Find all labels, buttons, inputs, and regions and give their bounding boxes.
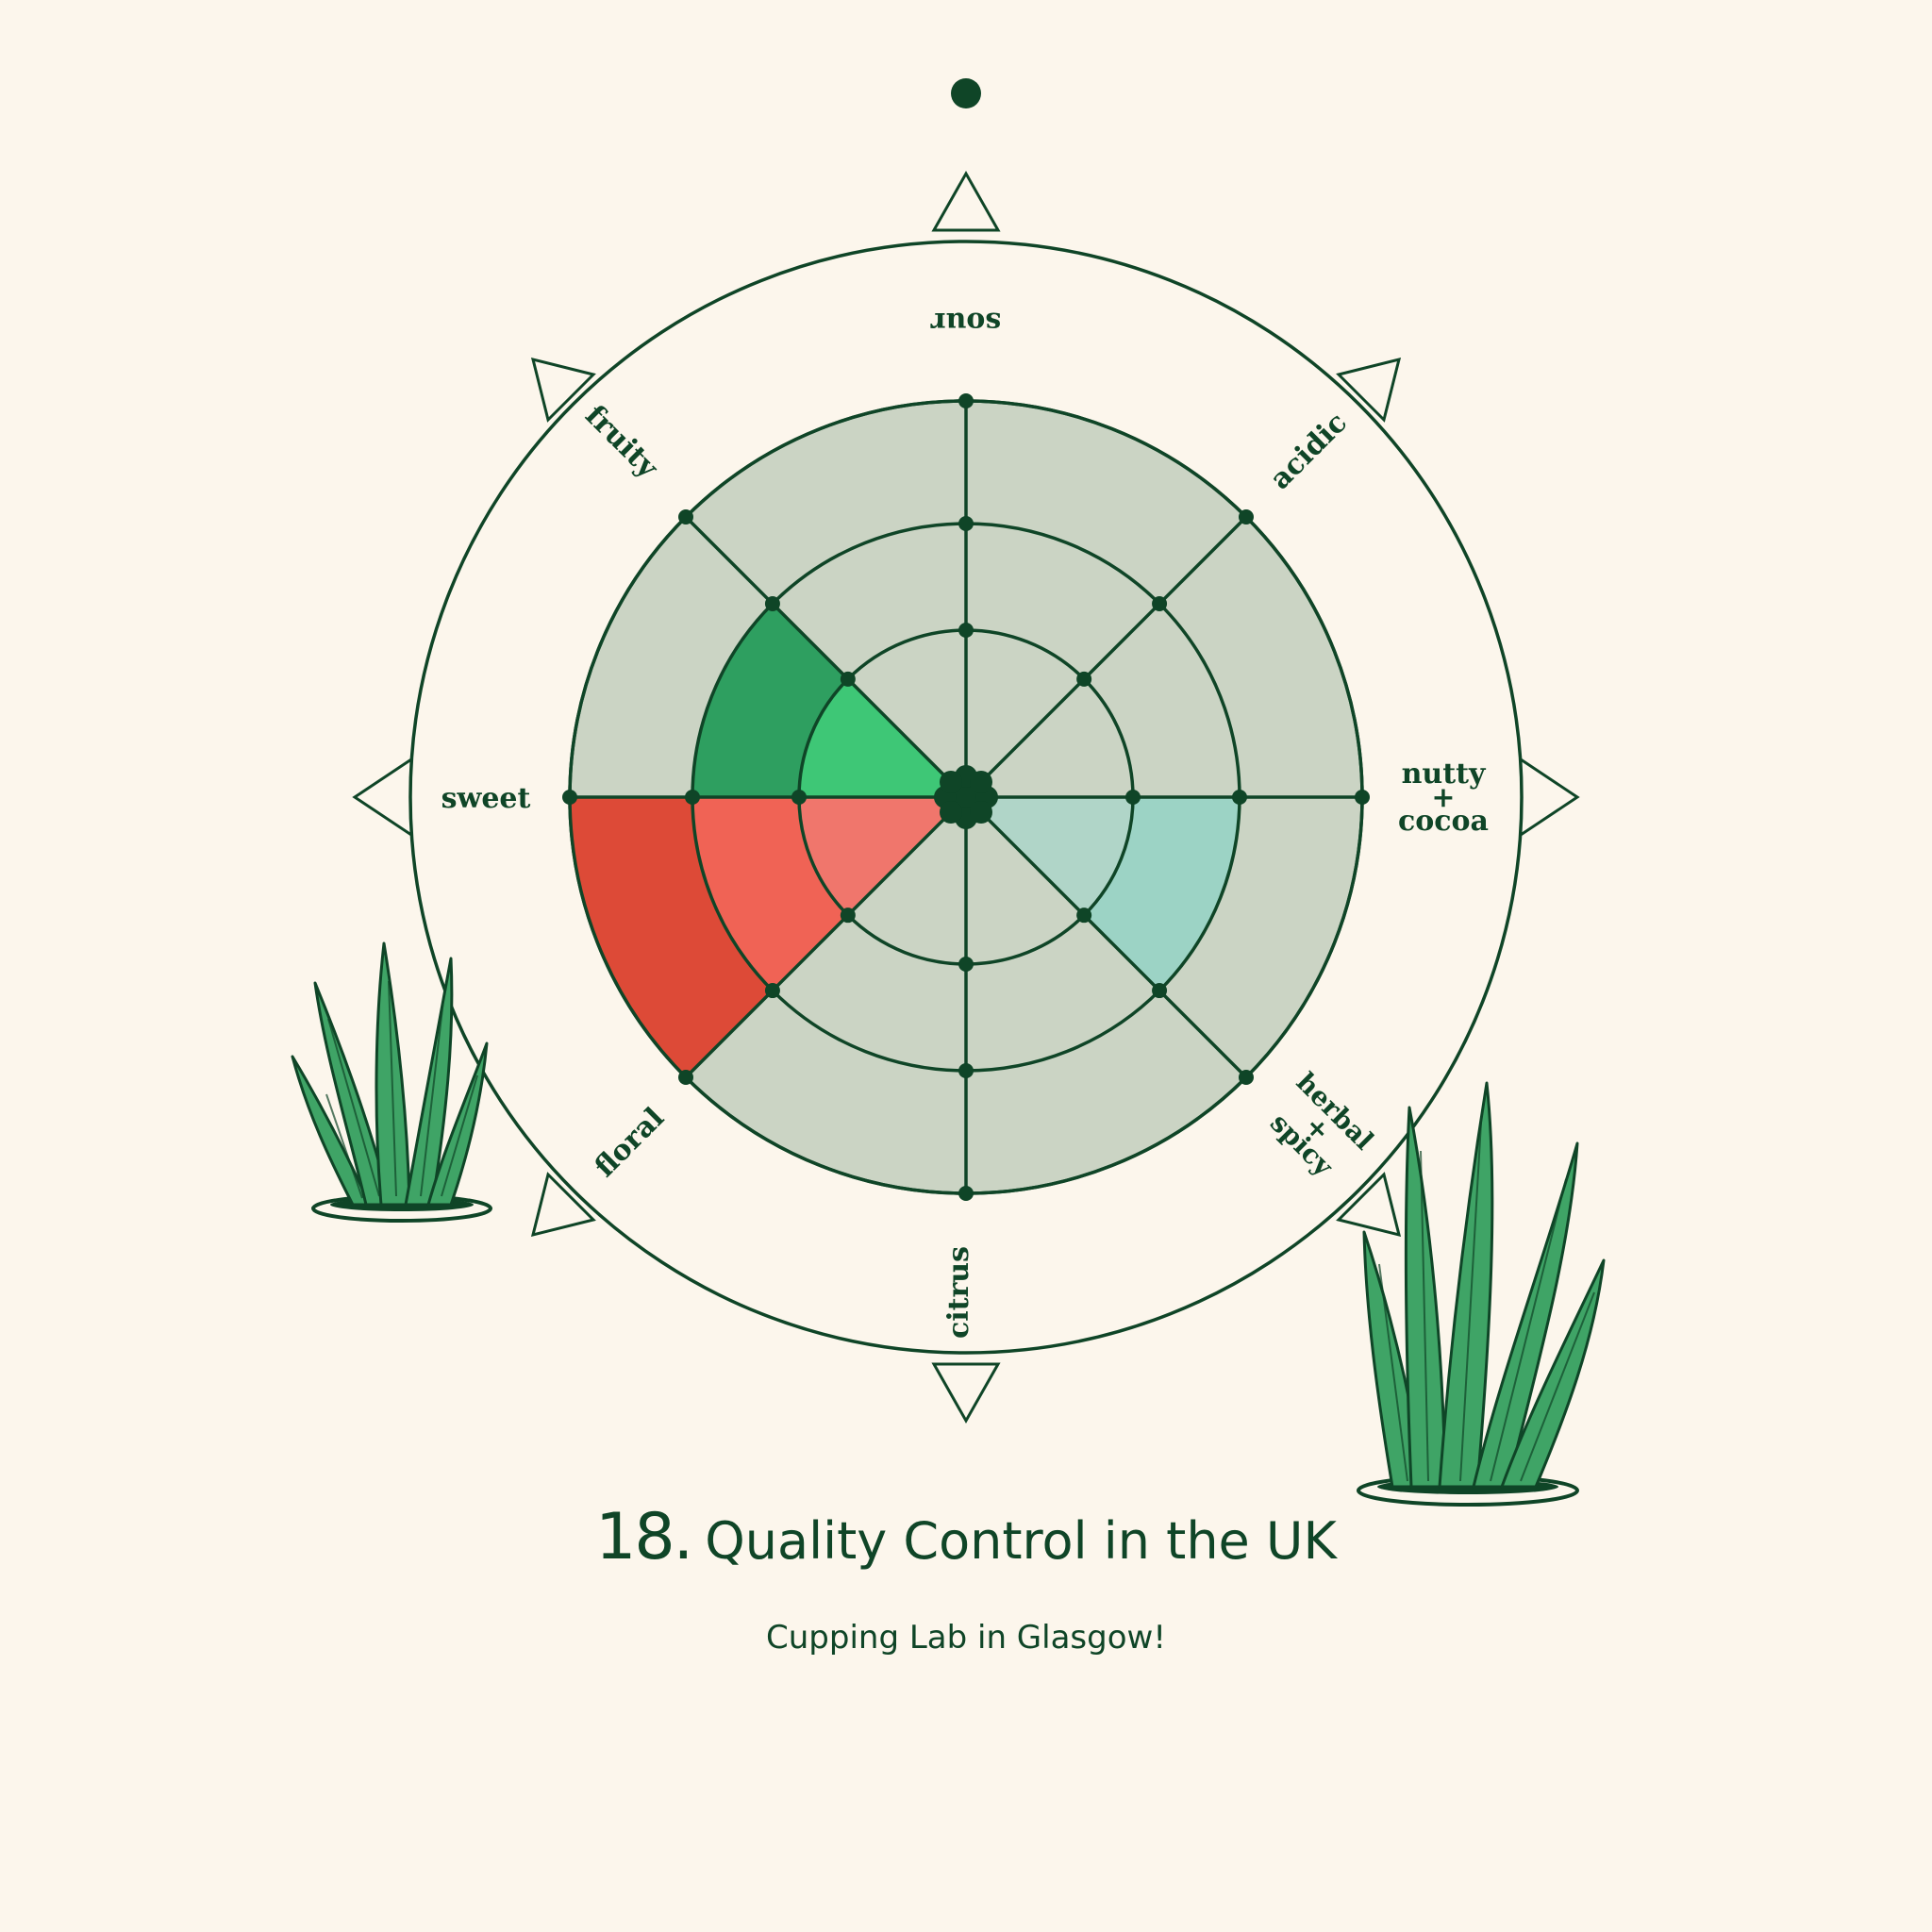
title-line: 18. Quality Control in the UK	[595, 1500, 1337, 1574]
wheel-node	[1152, 595, 1168, 611]
segment-sweet-floral-mid	[692, 797, 848, 991]
flavour-segments	[570, 603, 1240, 1077]
segment-sweet-floral-outer	[570, 797, 773, 1077]
wheel-node	[958, 1186, 974, 1201]
wheel-node	[1076, 908, 1092, 924]
compass-point-southeast	[1336, 1172, 1402, 1238]
top-dot	[951, 78, 981, 108]
wheel-nodes	[562, 393, 1370, 1201]
wheel-node	[958, 393, 974, 408]
compass-points	[352, 170, 1580, 1424]
center-flower-icon	[934, 765, 998, 829]
wheel-node	[1152, 983, 1168, 999]
compass-point-northeast	[1336, 357, 1402, 423]
segment-nutty-herbal-mid	[1084, 797, 1240, 991]
wheel-node	[678, 1069, 694, 1085]
wheel-node	[1076, 671, 1092, 687]
compass-point-south	[931, 1362, 1001, 1424]
axis-label-sour: sour	[930, 306, 1002, 339]
wheel-node	[791, 790, 807, 805]
grid-spoke-2	[964, 515, 1248, 799]
segment-sweet-floral-inner	[799, 797, 966, 916]
wheel-node	[840, 671, 856, 687]
title-number: 18.	[595, 1500, 693, 1574]
compass-point-east	[1519, 757, 1580, 838]
axis-label-nutty-cocoa: nutty + cocoa	[1398, 758, 1489, 838]
plant-left-illustration	[291, 941, 492, 1223]
title-block: 18. Quality Control in the UK	[0, 1500, 1932, 1574]
wheel-node	[1238, 1069, 1254, 1085]
wheel-node	[958, 957, 974, 972]
wheel-node	[958, 623, 974, 638]
wheel-node	[678, 509, 694, 525]
compass-point-southwest	[530, 1172, 596, 1238]
wheel-node	[1232, 790, 1247, 805]
compass-point-north	[931, 170, 1001, 232]
wheel-node	[840, 908, 856, 924]
wheel-node	[1125, 790, 1141, 805]
wheel-node	[685, 790, 700, 805]
wheel-node	[1238, 509, 1254, 525]
segment-fruity-sweet-mid	[692, 603, 848, 797]
svg-text:cocoa: cocoa	[1398, 805, 1489, 838]
plant-right-illustration	[1357, 1081, 1606, 1507]
axis-label-citrus: citrus	[942, 1246, 975, 1339]
svg-text:nutty: nutty	[1402, 758, 1487, 791]
wheel-node	[958, 516, 974, 531]
grid-spoke-6	[684, 795, 968, 1079]
axis-label-sweet: sweet	[441, 782, 531, 815]
grid-spoke-8	[684, 515, 968, 799]
compass-point-northwest	[530, 357, 596, 423]
segment-fruity-sweet-inner	[799, 678, 966, 797]
page-title: Quality Control in the UK	[705, 1511, 1337, 1571]
wheel-node	[764, 983, 780, 999]
page-subtitle: Cupping Lab in Glasgow!	[766, 1619, 1166, 1657]
wheel-node	[1355, 790, 1370, 805]
compass-point-west	[352, 757, 413, 838]
svg-text:+: +	[1431, 781, 1455, 814]
grid-spoke-4	[964, 795, 1248, 1079]
wheel-node	[562, 790, 577, 805]
wheel-node	[958, 1063, 974, 1078]
wheel-node	[764, 595, 780, 611]
segment-nutty-herbal-inner	[966, 797, 1133, 916]
